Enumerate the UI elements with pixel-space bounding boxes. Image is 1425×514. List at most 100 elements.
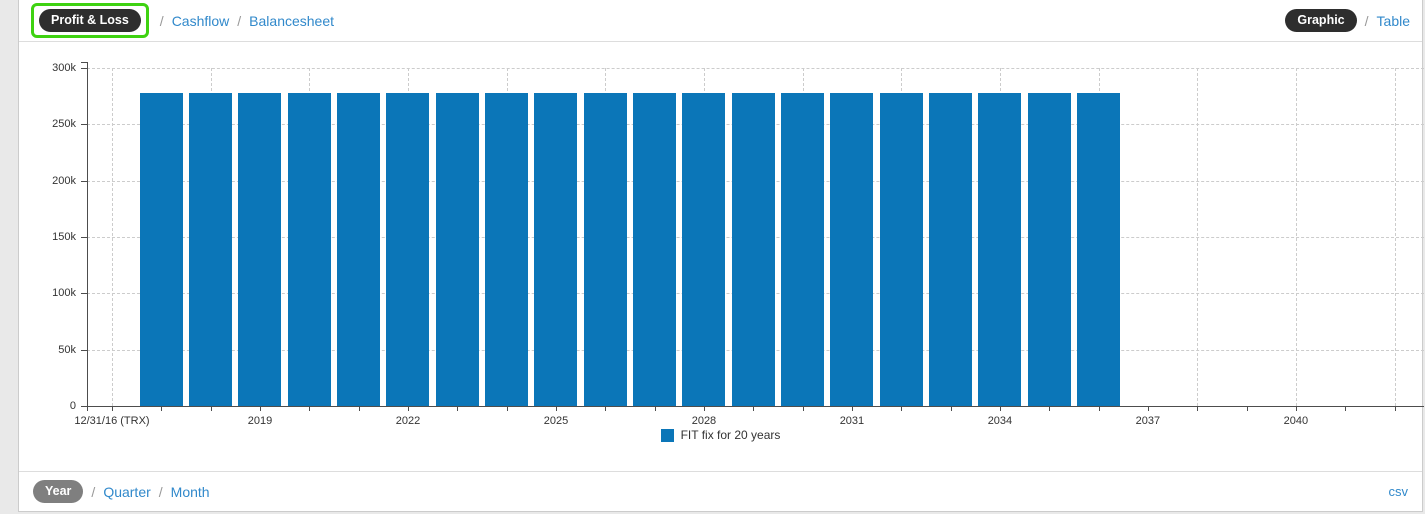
- legend-swatch: [660, 428, 674, 442]
- x-axis-tick: [753, 406, 755, 411]
- y-axis-tick: [81, 293, 87, 295]
- x-axis-tick: [506, 406, 508, 411]
- y-axis-line: [87, 62, 88, 406]
- y-axis-tick: [81, 237, 87, 238]
- separator: /: [237, 12, 242, 29]
- report-footer: Year / Quarter / Month csv: [19, 471, 1422, 511]
- x-axis-tick: [161, 406, 163, 411]
- bar[interactable]: [781, 92, 825, 406]
- x-axis-tick: [605, 406, 607, 411]
- highlight-box: Profit & Loss: [31, 2, 149, 39]
- x-axis-label: 2019: [247, 415, 273, 427]
- period-toggle: Year / Quarter / Month: [33, 479, 210, 504]
- x-axis-label: 2022: [395, 415, 421, 427]
- x-axis-tick: [1345, 406, 1347, 411]
- bar[interactable]: [1027, 92, 1071, 406]
- bar[interactable]: [583, 92, 627, 406]
- y-axis-tick: [81, 68, 87, 69]
- y-axis-label: 100k: [52, 287, 76, 300]
- y-axis-cap: [81, 62, 87, 63]
- bar-chart: 0 50k 100k 150k 200k 250k 300k 12/31/16 (TRX) 20…: [19, 43, 1424, 472]
- bar[interactable]: [1077, 92, 1121, 406]
- tab-balancesheet[interactable]: Balancesheet: [249, 12, 335, 29]
- x-axis-label: 2037: [1135, 415, 1161, 427]
- bar[interactable]: [485, 92, 529, 406]
- bar[interactable]: [386, 92, 430, 406]
- y-axis-label: 250k: [52, 118, 76, 131]
- x-axis-label: 2031: [839, 415, 865, 427]
- y-axis-label: 50k: [58, 343, 76, 356]
- x-axis-tick: [1049, 406, 1051, 411]
- report-tabs: Profit & Loss / Cashflow / Balancesheet: [31, 2, 335, 39]
- x-axis-tick: [1147, 406, 1149, 411]
- y-axis-tick: [81, 406, 87, 407]
- separator: /: [158, 483, 163, 500]
- y-axis-tick: [81, 124, 87, 126]
- x-axis-tick: [210, 406, 212, 411]
- y-axis-tick: [81, 180, 87, 182]
- y-axis-tick: [81, 349, 87, 351]
- view-table-button[interactable]: Table: [1376, 12, 1410, 29]
- bar[interactable]: [879, 92, 923, 406]
- x-axis-tick: [950, 406, 952, 411]
- v-gridline: [1197, 68, 1199, 406]
- x-axis-line: [87, 406, 1424, 407]
- x-axis-tick: [654, 406, 656, 411]
- x-axis-tick: [851, 406, 853, 411]
- y-axis-label: 300k: [52, 62, 76, 74]
- bar[interactable]: [435, 92, 479, 406]
- bar[interactable]: [929, 92, 973, 406]
- period-month-button[interactable]: Month: [170, 483, 210, 500]
- chart-legend: FIT fix for 20 years: [19, 427, 1422, 443]
- bar[interactable]: [978, 92, 1022, 406]
- view-graphic-button[interactable]: Graphic: [1285, 8, 1357, 33]
- x-axis-tick: [1246, 406, 1248, 411]
- tab-cashflow[interactable]: Cashflow: [171, 12, 230, 29]
- bar[interactable]: [139, 92, 183, 406]
- x-axis-tick: [358, 406, 360, 411]
- bar[interactable]: [189, 92, 233, 406]
- x-axis-tick: [1197, 406, 1199, 411]
- x-axis-label: 2040: [1283, 415, 1309, 427]
- bar[interactable]: [238, 92, 282, 406]
- view-toggle: Graphic / Table: [1285, 8, 1410, 33]
- y-axis-label: 150k: [52, 231, 76, 243]
- x-axis-tick: [407, 406, 409, 411]
- separator: /: [91, 483, 96, 500]
- x-axis-tick: [1295, 406, 1297, 411]
- bar[interactable]: [337, 92, 381, 406]
- tab-profit-and-loss[interactable]: Profit & Loss: [39, 8, 141, 33]
- x-axis-tick: [259, 406, 261, 411]
- y-axis-label: 0: [69, 400, 76, 412]
- period-year-button[interactable]: Year: [33, 479, 84, 504]
- x-axis-tick: [112, 406, 113, 411]
- report-header: Profit & Loss / Cashflow / Balancesheet …: [19, 0, 1422, 42]
- x-axis-label: 2028: [691, 415, 717, 427]
- x-axis-tick: [901, 406, 903, 411]
- x-axis-tick: [309, 406, 311, 411]
- x-axis-tick: [555, 406, 557, 411]
- bar[interactable]: [287, 92, 331, 406]
- bar[interactable]: [682, 92, 726, 406]
- x-axis-label: 2025: [543, 415, 569, 427]
- separator: /: [1364, 12, 1369, 29]
- bar[interactable]: [633, 92, 677, 406]
- dashboard-panel: Profit & Loss / Cashflow / Balancesheet …: [18, 0, 1424, 512]
- y-axis-label: 200k: [52, 174, 76, 187]
- x-axis-tick: [999, 406, 1001, 411]
- x-axis-tick: [1394, 406, 1396, 411]
- x-axis-tick: [457, 406, 459, 411]
- v-gridline: [1394, 68, 1396, 406]
- bar[interactable]: [534, 92, 578, 406]
- x-axis-label: 2034: [987, 415, 1013, 427]
- x-axis-tick: [703, 406, 705, 411]
- x-axis-tick: [1098, 406, 1100, 411]
- bar[interactable]: [830, 92, 874, 406]
- bar[interactable]: [731, 92, 775, 406]
- v-gridline: [112, 68, 113, 406]
- separator: /: [159, 12, 164, 29]
- v-gridline: [1295, 68, 1297, 406]
- period-quarter-button[interactable]: Quarter: [103, 483, 151, 500]
- x-axis-label: 12/31/16 (TRX): [74, 415, 150, 427]
- csv-export-link[interactable]: csv: [1388, 484, 1409, 499]
